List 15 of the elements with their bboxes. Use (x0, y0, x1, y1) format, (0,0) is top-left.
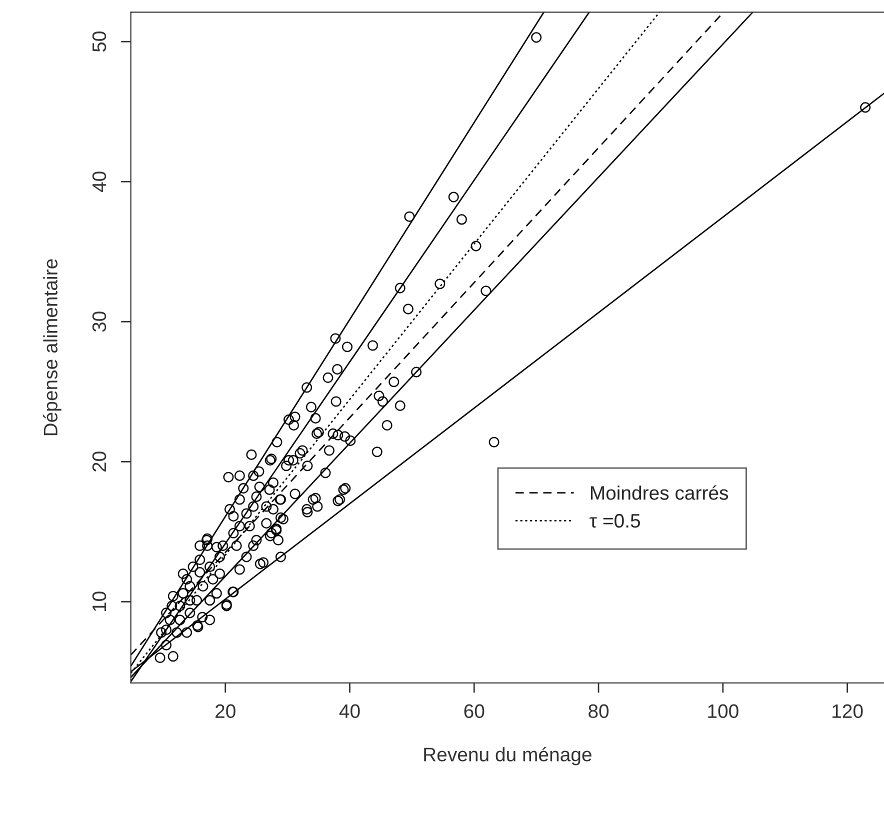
x-tick-label: 60 (464, 704, 484, 718)
x-tick-label: 40 (339, 704, 360, 718)
y-tick-label: 20 (92, 452, 106, 472)
x-tick-label: 120 (832, 704, 863, 718)
y-tick-label: 10 (92, 592, 106, 612)
y-tick-label: 40 (92, 172, 106, 192)
y-axis-title: Dépense alimentaire (42, 259, 62, 436)
x-tick-label: 80 (588, 704, 609, 718)
y-tick-label: 50 (92, 32, 106, 52)
legend-label: τ =0.5 (590, 514, 640, 528)
x-axis-title: Revenu du ménage (424, 746, 592, 766)
y-tick-label: 30 (92, 312, 106, 332)
x-tick-label: 100 (708, 704, 738, 718)
legend-label: Moindres carrés (590, 485, 728, 500)
x-tick-label: 20 (216, 704, 236, 718)
